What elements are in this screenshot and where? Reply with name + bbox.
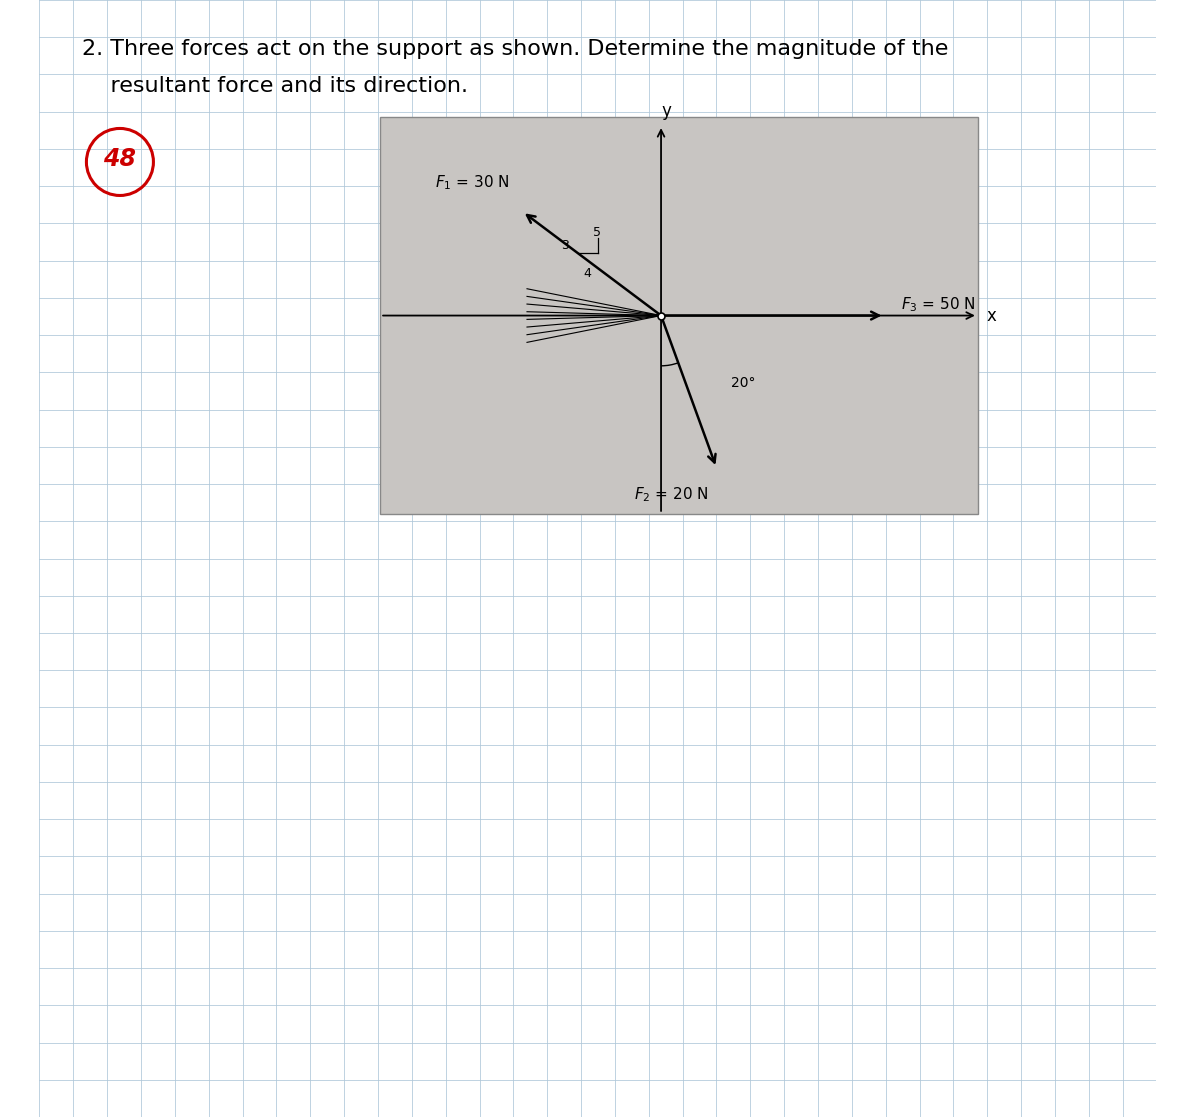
Text: 20°: 20° — [732, 375, 756, 390]
Text: 4: 4 — [584, 267, 592, 279]
Text: $F_1$ = 30 N: $F_1$ = 30 N — [434, 173, 510, 191]
Text: y: y — [661, 102, 672, 120]
Text: $F_3$ = 50 N: $F_3$ = 50 N — [901, 295, 976, 314]
Text: resultant force and its direction.: resultant force and its direction. — [82, 76, 468, 96]
Text: x: x — [986, 306, 996, 325]
Text: 2. Three forces act on the support as shown. Determine the magnitude of the: 2. Three forces act on the support as sh… — [82, 39, 948, 59]
Text: $F_2$ = 20 N: $F_2$ = 20 N — [635, 486, 709, 504]
Text: 48: 48 — [103, 146, 137, 171]
Text: 3: 3 — [562, 239, 569, 252]
Bar — [380, 117, 978, 514]
Text: 5: 5 — [593, 226, 601, 239]
